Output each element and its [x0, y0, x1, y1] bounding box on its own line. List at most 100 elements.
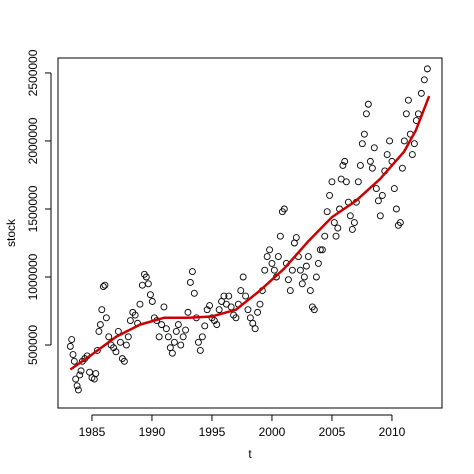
data-point — [321, 232, 329, 240]
data-point — [266, 246, 274, 254]
data-point — [358, 140, 366, 148]
data-point — [423, 65, 431, 73]
data-point — [162, 325, 170, 333]
data-point — [342, 178, 350, 186]
data-point — [98, 306, 106, 314]
data-point — [420, 76, 428, 84]
data-point — [348, 225, 356, 233]
data-point — [346, 212, 354, 220]
data-point — [366, 157, 374, 165]
data-point — [417, 89, 425, 97]
data-point — [160, 303, 168, 311]
smooth-line — [69, 95, 431, 371]
data-point — [70, 357, 78, 365]
y-axis-title: stock — [4, 218, 18, 247]
data-point — [323, 208, 331, 216]
data-point — [274, 253, 282, 261]
data-point — [72, 375, 80, 383]
data-point — [304, 253, 312, 261]
data-point — [124, 333, 132, 341]
x-tick-label: 1995 — [199, 425, 226, 439]
data-point — [362, 110, 370, 118]
data-point — [360, 130, 368, 138]
data-point — [288, 266, 296, 274]
data-point — [286, 287, 294, 295]
data-point — [77, 367, 85, 375]
data-point — [136, 300, 144, 308]
data-point — [280, 205, 288, 213]
data-point — [276, 232, 284, 240]
data-point — [168, 349, 176, 357]
data-point — [370, 144, 378, 152]
data-point — [410, 140, 418, 148]
data-point — [298, 280, 306, 288]
data-point — [190, 289, 198, 297]
data-point — [372, 185, 380, 193]
x-tick-label: 1985 — [79, 425, 106, 439]
data-point — [146, 291, 154, 299]
data-point — [339, 162, 347, 169]
plot-box — [57, 57, 443, 409]
data-point — [350, 219, 358, 227]
x-tick-label: 2005 — [319, 425, 346, 439]
data-point — [292, 234, 300, 242]
data-point — [310, 306, 318, 314]
data-point — [144, 280, 152, 288]
data-point — [164, 333, 172, 341]
data-point — [93, 347, 101, 354]
data-point — [213, 321, 221, 329]
data-point — [92, 370, 100, 378]
data-point — [76, 371, 84, 379]
data-point — [402, 110, 410, 118]
data-point — [408, 151, 416, 159]
data-point — [316, 246, 324, 254]
data-point — [326, 191, 334, 199]
data-point — [318, 246, 326, 254]
data-point — [232, 314, 240, 322]
x-axis-title: t — [248, 447, 252, 461]
data-point — [120, 357, 128, 365]
data-point — [69, 351, 77, 358]
data-point — [198, 333, 206, 341]
data-point — [306, 287, 314, 295]
data-point — [392, 205, 400, 213]
data-point — [390, 185, 398, 193]
data-point — [188, 268, 196, 276]
data-point — [112, 348, 120, 356]
data-point — [74, 386, 82, 394]
data-point — [142, 273, 150, 281]
data-point — [68, 336, 76, 344]
data-point — [400, 137, 408, 145]
data-point — [314, 259, 322, 267]
data-point — [237, 287, 245, 295]
x-tick-label: 1990 — [139, 425, 166, 439]
data-point — [328, 178, 336, 186]
data-point — [177, 341, 185, 349]
data-point — [105, 333, 113, 341]
data-point — [196, 347, 204, 354]
data-point — [110, 344, 118, 352]
data-point — [99, 283, 107, 290]
data-point — [239, 273, 247, 281]
data-point — [184, 308, 192, 316]
data-point — [206, 302, 214, 310]
data-point — [215, 306, 223, 314]
data-point — [95, 327, 103, 335]
data-point — [182, 326, 190, 334]
data-point — [354, 178, 362, 186]
data-point — [296, 266, 304, 274]
data-point — [300, 273, 308, 281]
data-point — [270, 266, 278, 274]
data-point — [225, 292, 233, 300]
data-point — [148, 298, 156, 305]
data-point — [396, 219, 404, 227]
data-point — [341, 157, 349, 165]
data-point — [368, 164, 376, 172]
data-point — [302, 262, 310, 270]
data-point — [158, 321, 166, 329]
data-point — [179, 333, 187, 341]
data-point — [73, 382, 81, 390]
